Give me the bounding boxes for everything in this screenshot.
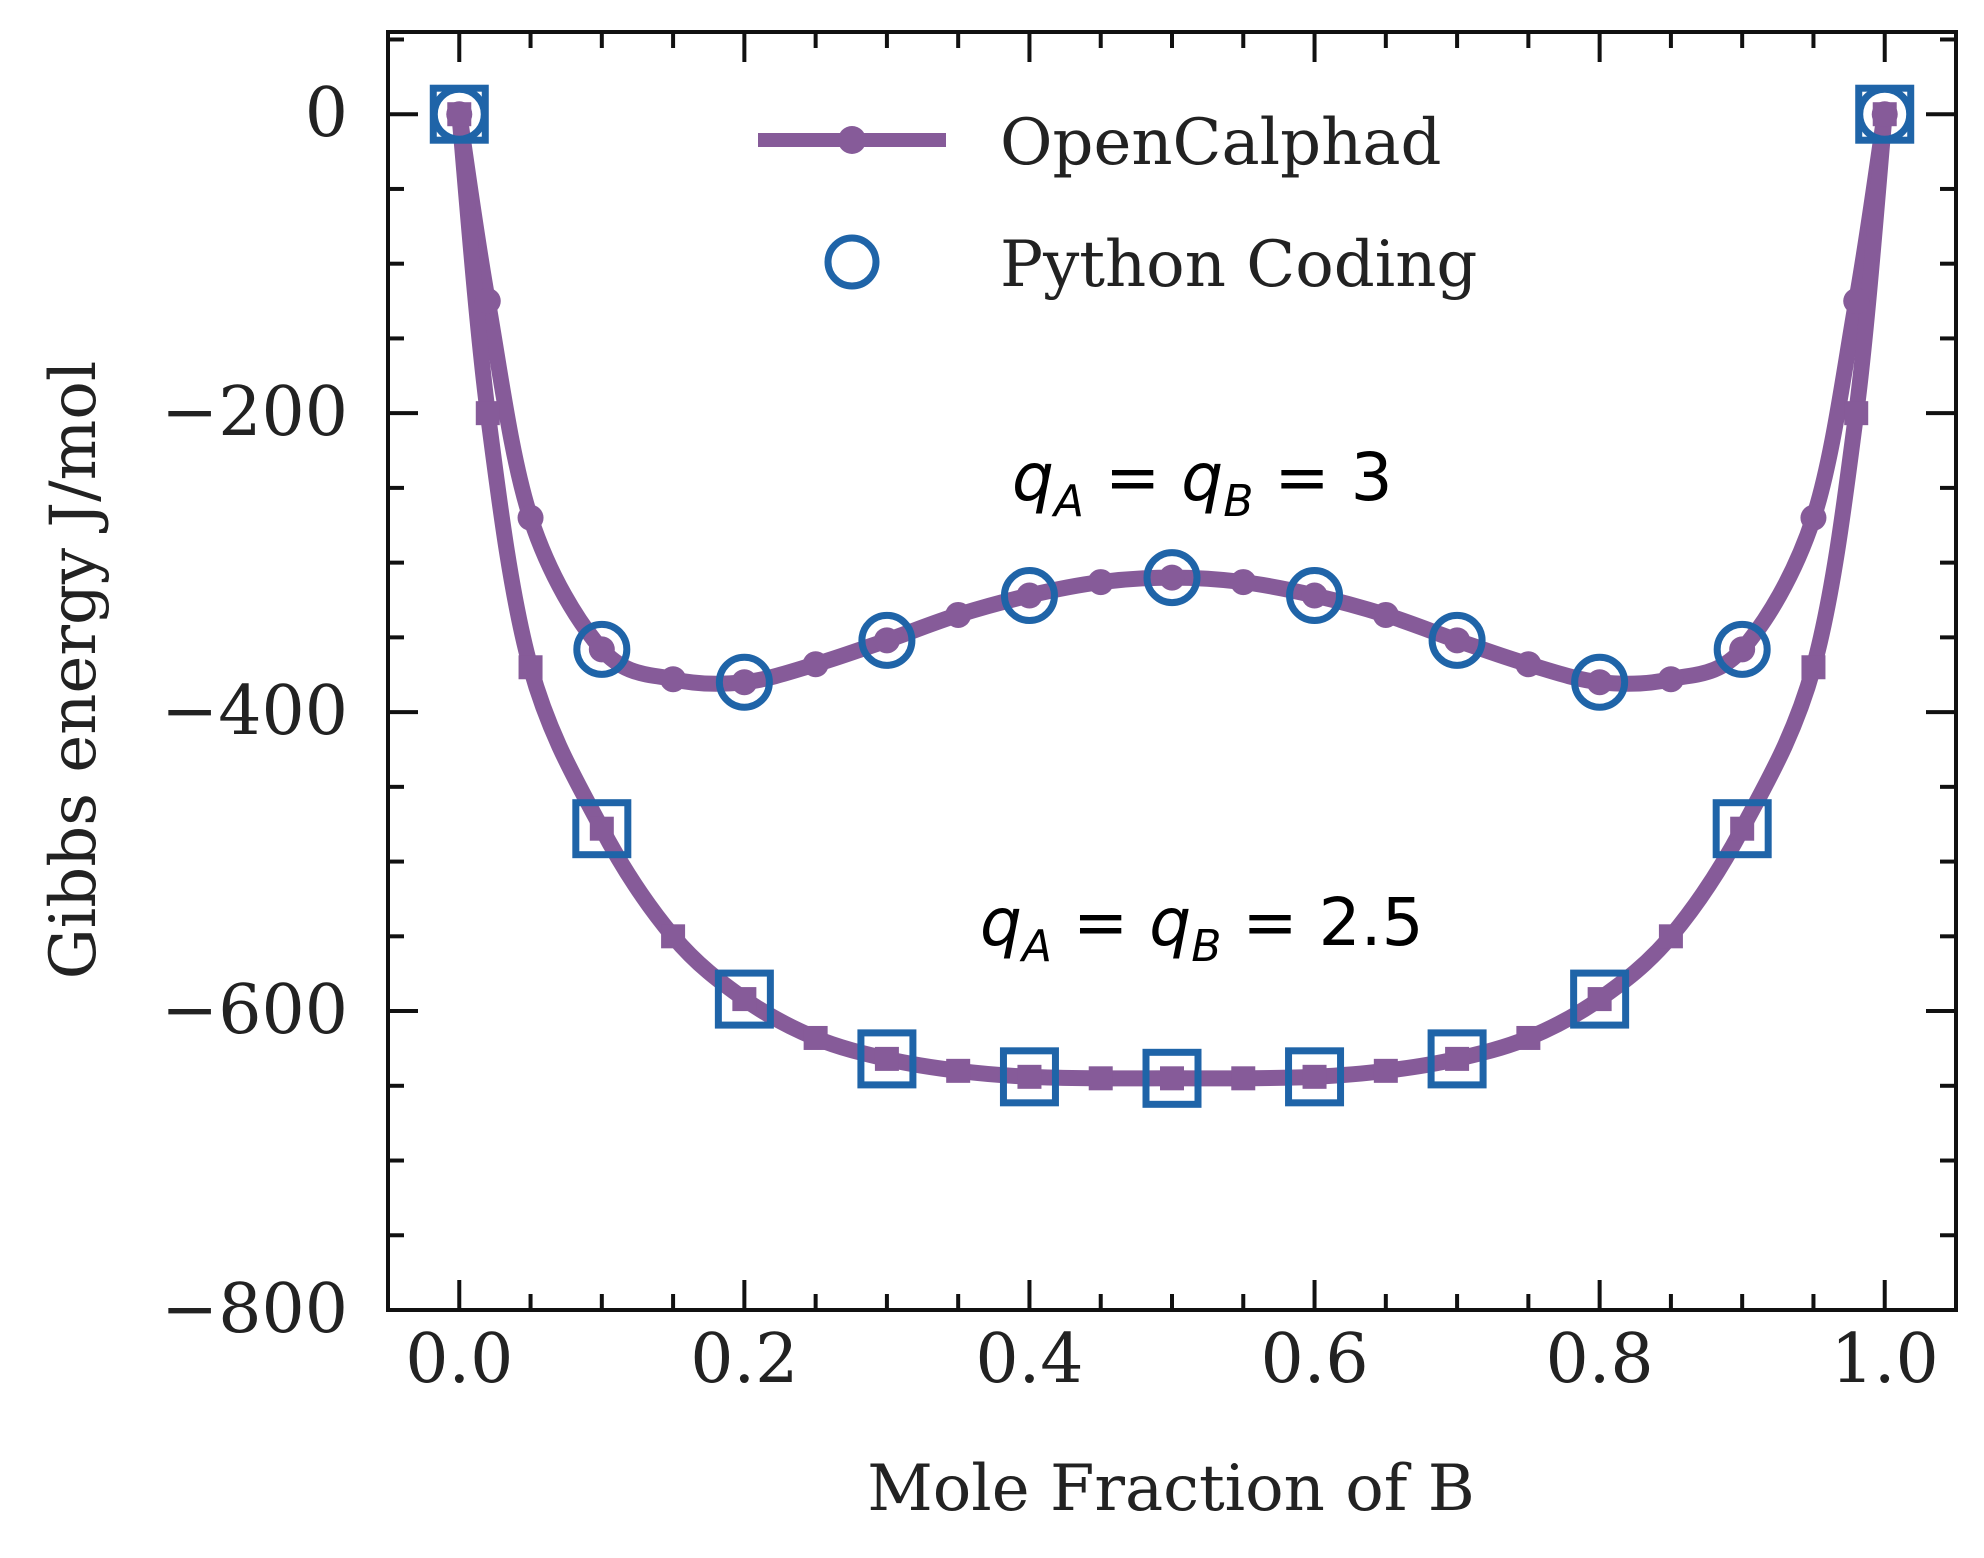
y-tick-label: −200 [161,373,348,452]
python-point [1143,549,1201,607]
opencalphad-point [731,669,758,696]
opencalphad-point [1302,1064,1327,1089]
legend-python-marker [824,234,880,290]
opencalphad-point [447,102,472,127]
axis-ticks [388,32,1956,1310]
y-tick-label: −800 [161,1270,348,1349]
python-point [573,620,631,678]
y-tick-label: −400 [161,672,348,751]
opencalphad-point [803,1025,828,1050]
x-tick-label: 0.2 [690,1320,798,1399]
legend-opencalphad-label: OpenCalphad [1000,106,1441,180]
opencalphad-point [517,504,544,531]
tick-labels: 0.0 0.2 0.4 0.6 0.8 1.0 0 −200 −400 −600 −800 [161,74,1939,1399]
x-tick-label: 0.6 [1260,1320,1368,1399]
opencalphad-point [1160,1066,1184,1091]
y-tick-label: 0 [305,74,348,153]
python-point [1285,1047,1345,1107]
opencalphad-point [1515,651,1542,678]
python-point [857,1029,917,1089]
opencalphad-point [1658,924,1683,949]
python-point [1000,567,1058,625]
opencalphad-point [1301,582,1328,609]
python-point [858,611,916,669]
python-point [1427,1029,1487,1089]
y-tick-label: −600 [161,971,348,1050]
opencalphad-point [1800,504,1827,531]
opencalphad-point [1373,1058,1398,1083]
x-axis-title: Mole Fraction of B [867,1452,1475,1526]
opencalphad-point [732,987,757,1012]
opencalphad-point [1587,987,1612,1012]
opencalphad-markers [446,101,1898,1091]
python-point [1570,969,1630,1029]
python-point [1428,611,1486,669]
opencalphad-point [1844,401,1869,426]
opencalphad-point [946,1058,971,1083]
opencalphad-point [1017,1064,1042,1089]
opencalphad-point [1088,1066,1113,1091]
opencalphad-point [1444,627,1471,654]
python-point [715,653,773,711]
opencalphad-point [1586,669,1613,696]
opencalphad-point [1230,569,1257,596]
x-tick-label: 1.0 [1831,1320,1939,1399]
opencalphad-point [589,816,614,841]
opencalphad-point [660,666,687,693]
opencalphad-point [1159,564,1185,591]
y-axis-title: Gibbs energy J/mol [37,361,111,980]
plot-frame [386,30,1958,1312]
python-point [1855,84,1915,144]
opencalphad-point [1516,1025,1541,1050]
opencalphad-point [1729,636,1756,663]
python-point [1142,1048,1202,1108]
opencalphad-point [518,655,543,680]
opencalphad-point [474,288,501,315]
opencalphad-point [945,601,972,628]
opencalphad-point [1231,1066,1256,1091]
opencalphad-point [661,924,686,949]
python-point [1712,799,1772,859]
opencalphad-point [588,636,615,663]
opencalphad-point [475,401,500,426]
opencalphad-point [873,627,900,654]
legend-opencalphad-marker [838,126,866,154]
python-point [429,84,489,144]
legend-python-label: Python Coding [1000,228,1477,302]
python-point [572,799,632,859]
opencalphad-point [1843,288,1870,315]
python-point [1286,567,1344,625]
opencalphad-point [1016,582,1043,609]
opencalphad-point [1445,1046,1470,1071]
opencalphad-point [1801,655,1826,680]
x-tick-label: 0.4 [975,1320,1083,1399]
opencalphad-point [802,651,829,678]
opencalphad-point [1372,601,1399,628]
annotation-q3: qA = qB = 3 [1012,439,1393,527]
opencalphad-point [1730,816,1755,841]
python-point [1571,653,1629,711]
python-point [1713,620,1771,678]
python-point [999,1047,1059,1107]
x-tick-label: 0.8 [1546,1320,1654,1399]
opencalphad-point [1872,102,1897,127]
x-tick-label: 0.0 [405,1320,513,1399]
annotation-q2-5: qA = qB = 2.5 [980,884,1424,972]
python-point [714,969,774,1029]
opencalphad-point [1657,666,1684,693]
legend: OpenCalphad Python Coding [758,106,1477,302]
opencalphad-point [874,1046,899,1071]
opencalphad-point [1087,569,1114,596]
python-markers [429,84,1915,1108]
opencalphad-line [451,106,1893,692]
